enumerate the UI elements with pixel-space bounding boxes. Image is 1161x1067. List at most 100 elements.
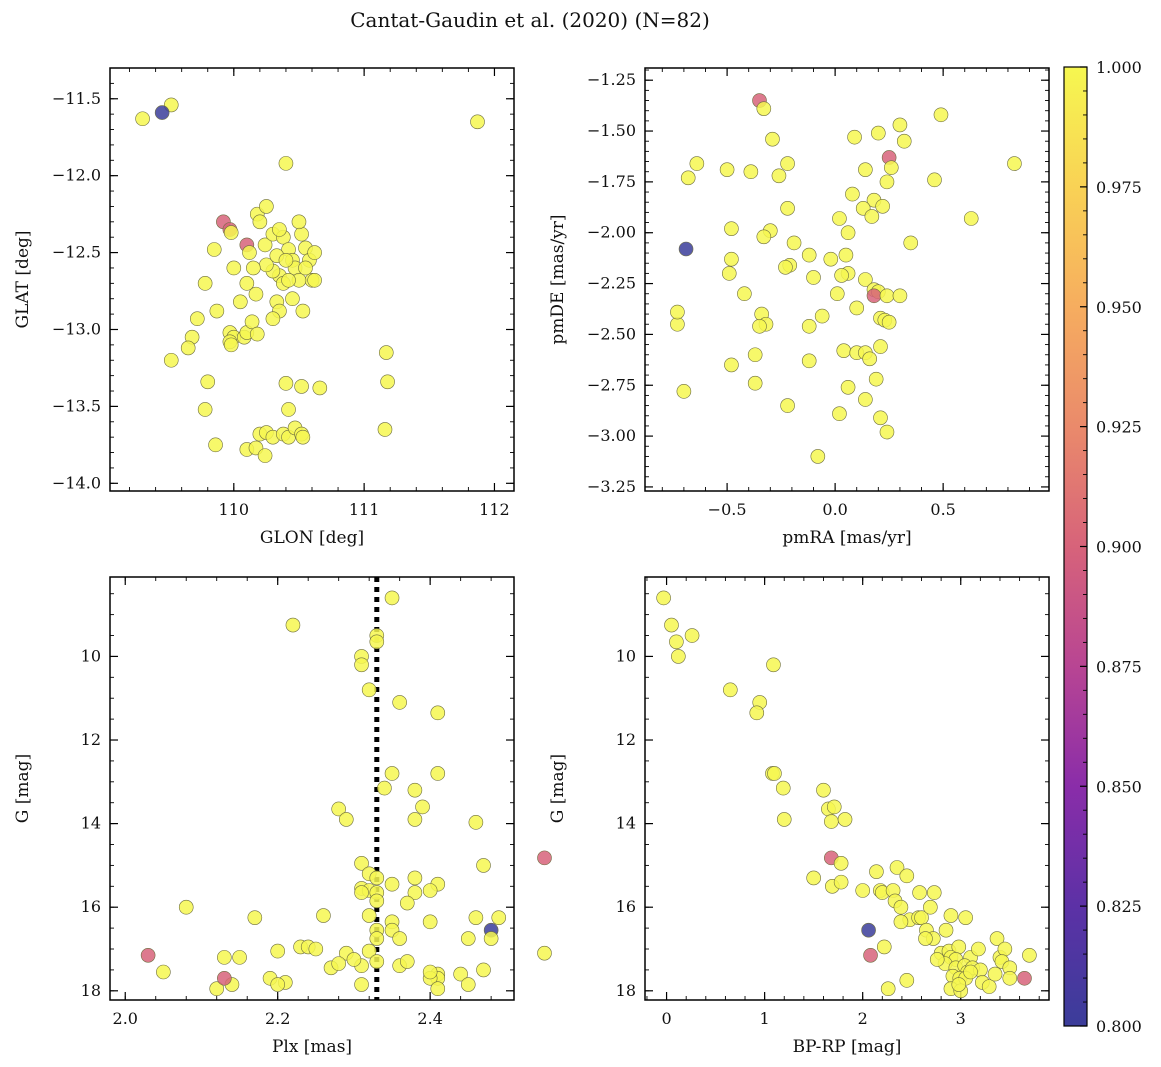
data-point <box>154 105 170 120</box>
data-point <box>866 288 882 304</box>
data-point <box>721 266 737 281</box>
data-point <box>384 766 400 781</box>
y-axis-label: GLAT [deg] <box>13 230 33 328</box>
data-point <box>265 311 281 327</box>
data-point <box>858 162 873 177</box>
data-point <box>281 272 296 288</box>
data-point <box>775 780 791 796</box>
y-tick-label: 16 <box>81 897 101 916</box>
y-tick-label: −3.25 <box>587 477 636 496</box>
data-point <box>384 876 400 892</box>
data-point <box>836 343 852 358</box>
data-point <box>893 899 909 915</box>
panel-glon-glat: 110 111 112 −14.0 −13.5 −13.0 −12.5 −12.0 −11.5 G… <box>13 67 515 548</box>
data-point <box>689 156 705 171</box>
y-tick-label: 12 <box>81 730 101 749</box>
data-point <box>858 272 873 287</box>
y-tick-label: 10 <box>81 646 101 665</box>
data-point <box>823 251 839 267</box>
data-point <box>892 117 908 133</box>
data-point <box>833 856 849 871</box>
data-point <box>369 893 385 909</box>
data-point <box>747 375 763 391</box>
data-point <box>460 977 476 992</box>
data-point <box>981 979 997 994</box>
data-point <box>316 908 331 923</box>
data-point <box>989 931 1005 946</box>
data-point <box>331 956 346 971</box>
data-point <box>339 812 354 827</box>
data-point <box>415 799 430 815</box>
data-point <box>933 107 949 123</box>
axes-frame <box>644 576 1050 1001</box>
data-point <box>943 908 959 923</box>
data-point <box>778 259 793 275</box>
data-point <box>244 314 260 330</box>
data-point <box>407 782 423 798</box>
data-point <box>295 429 311 445</box>
data-point <box>896 133 912 149</box>
data-point <box>163 352 179 368</box>
y-tick-label: −2.50 <box>587 324 636 343</box>
data-point <box>259 199 274 214</box>
data-point <box>889 860 905 875</box>
y-axis-label: G [mag] <box>548 754 568 823</box>
data-point <box>871 125 886 141</box>
data-point <box>767 766 782 781</box>
data-point <box>756 229 772 245</box>
data-point <box>806 870 821 886</box>
data-point <box>430 705 446 721</box>
data-point <box>298 260 313 276</box>
y-tick-label: −2.00 <box>587 223 636 242</box>
data-point <box>810 449 826 464</box>
x-tick-label: 2 <box>858 1009 868 1028</box>
y-tick-label: 14 <box>81 814 101 833</box>
data-point <box>829 286 845 302</box>
data-point <box>354 977 369 992</box>
data-point <box>369 634 385 650</box>
data-point <box>938 922 954 938</box>
y-tick-label: −12.0 <box>52 166 101 185</box>
colorbar: 0.800 0.825 0.850 0.875 0.900 0.925 0.950 0.975… <box>1063 58 1142 1036</box>
colorbar-tick-label: 0.950 <box>1096 298 1142 317</box>
data-point <box>140 947 156 963</box>
axes-frame <box>109 67 515 492</box>
y-tick-label: 12 <box>616 730 636 749</box>
data-point <box>873 410 888 426</box>
data-point <box>756 101 772 116</box>
data-point <box>801 247 817 263</box>
data-point <box>270 943 285 959</box>
axes-frame <box>109 576 515 1001</box>
x-tick-label: −0.5 <box>708 500 747 519</box>
data-point <box>669 634 684 650</box>
data-point <box>392 695 407 710</box>
data-point <box>407 885 423 900</box>
data-point <box>766 657 781 673</box>
data-point <box>354 856 369 871</box>
colorbar-tick-label: 0.800 <box>1096 1017 1142 1036</box>
data-point <box>670 316 685 332</box>
data-point <box>460 931 476 946</box>
colorbar-tick-label: 0.975 <box>1096 178 1142 197</box>
data-point <box>422 914 438 930</box>
y-tick-label: −1.25 <box>587 70 636 89</box>
data-point <box>684 628 700 643</box>
data-point <box>257 448 273 463</box>
y-tick-label: −1.75 <box>587 172 636 191</box>
data-point <box>680 170 696 186</box>
data-point <box>840 379 856 395</box>
data-point <box>354 657 369 673</box>
data-point <box>361 943 377 959</box>
data-point <box>912 885 927 900</box>
x-tick-label: 0 <box>661 1009 671 1028</box>
colorbar-tick-label: 0.825 <box>1096 897 1142 916</box>
data-point <box>971 941 986 957</box>
y-tick-label: −12.5 <box>52 243 101 262</box>
data-point <box>824 814 839 829</box>
data-point <box>217 970 232 986</box>
data-point <box>470 114 485 130</box>
data-point <box>868 371 884 387</box>
data-point <box>476 962 491 978</box>
data-point <box>476 858 491 873</box>
